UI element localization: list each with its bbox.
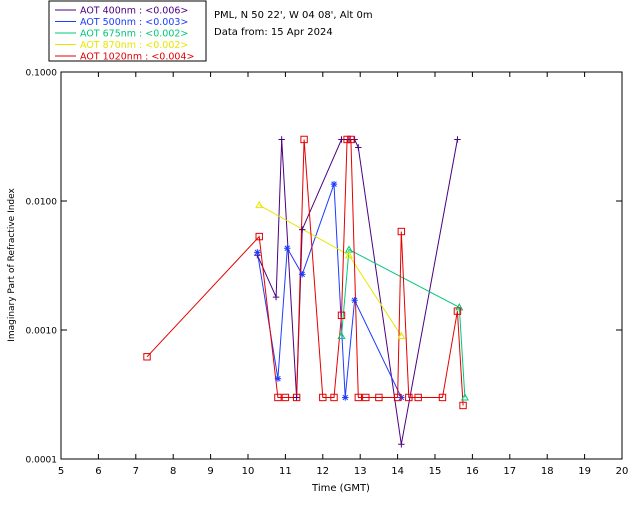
data-point-0: [398, 441, 405, 448]
data-point-4: [347, 135, 355, 144]
data-point-4: [405, 393, 413, 402]
x-tick-label: 6: [95, 466, 101, 477]
series-line-3: [258, 204, 402, 337]
x-tick-label: 7: [133, 466, 139, 477]
series-line-1: [256, 184, 402, 398]
y-tick-label: 0.1000: [26, 69, 58, 79]
data-point-4: [459, 401, 467, 410]
data-point-1: [299, 271, 306, 278]
x-axis: 5 6 7 8 9 10 11 12 13 14 15 16 17 18 19 20: [58, 72, 629, 477]
y-axis: 0.0001 0.0010 0.0100 0.1000: [26, 69, 622, 466]
x-tick-label: 19: [578, 466, 591, 477]
x-tick-label: 9: [207, 466, 213, 477]
data-point-4: [414, 393, 422, 402]
legend-box: [48, 0, 207, 62]
data-point-0: [278, 136, 285, 143]
data-point-1: [351, 297, 358, 304]
data-point-4: [438, 393, 447, 402]
data-point-4: [330, 393, 338, 402]
data-point-1: [284, 245, 291, 252]
data-point-3: [397, 331, 406, 339]
x-tick-label: 12: [316, 466, 329, 477]
data-point-4: [375, 393, 383, 402]
series-line-0: [256, 139, 458, 445]
legend-entry-0: AOT 400nm : <0.006>: [80, 6, 188, 17]
x-tick-label: 14: [391, 466, 404, 477]
legend-entry-2: AOT 675nm : <0.002>: [80, 29, 188, 40]
data-point-1: [342, 394, 349, 401]
plot-area-frame: [60, 71, 623, 460]
series-line-2: [341, 248, 466, 398]
data-point-2: [455, 303, 464, 311]
data-point-0: [345, 136, 353, 143]
data-point-0: [299, 226, 306, 233]
legend-entry-4: AOT 1020nm : <0.004>: [80, 52, 194, 63]
data-point-4: [292, 393, 301, 402]
x-tick-label: 20: [616, 466, 629, 477]
data-point-0: [272, 293, 280, 301]
data-point-4: [397, 227, 406, 236]
data-point-1: [398, 394, 405, 401]
x-tick-label: 10: [242, 466, 255, 477]
data-point-1: [254, 249, 261, 256]
data-point-4: [453, 307, 462, 315]
station-location-text: PML, N 50 22', W 04 08', Alt 0m: [214, 10, 373, 21]
data-point-1: [330, 180, 338, 188]
data-point-0: [454, 136, 461, 143]
x-tick-label: 8: [170, 466, 176, 477]
legend: AOT 400nm : <0.006>AOT 500nm : <0.003>AO…: [48, 0, 207, 63]
data-point-4: [362, 393, 370, 402]
data-point-3: [344, 250, 354, 259]
data-point-4: [143, 353, 151, 361]
x-tick-label: 5: [58, 466, 64, 477]
data-point-4: [337, 311, 346, 320]
data-point-3: [255, 200, 264, 209]
legend-entry-3: AOT 870nm : <0.002>: [80, 40, 188, 51]
series-lines: [146, 139, 466, 445]
data-point-2: [337, 331, 346, 339]
x-tick-label: 17: [503, 466, 516, 477]
data-point-4: [300, 135, 308, 144]
station-info: PML, N 50 22', W 04 08', Alt 0m Data fro…: [214, 10, 373, 38]
data-point-4: [281, 393, 290, 402]
data-point-4: [354, 393, 363, 402]
x-axis-label: Time (GMT): [311, 483, 370, 494]
x-tick-label: 15: [429, 466, 442, 477]
x-tick-label: 11: [279, 466, 292, 477]
y-axis-label: Imaginary Part of Refractive Index: [7, 187, 17, 341]
y-tick-label: 0.0100: [26, 198, 58, 208]
y-tick-label: 0.0001: [26, 456, 58, 466]
data-point-4: [393, 393, 402, 402]
legend-entry-1: AOT 500nm : <0.003>: [80, 17, 188, 28]
data-point-0: [293, 394, 300, 401]
x-tick-label: 18: [541, 466, 554, 477]
data-point-0: [351, 136, 358, 143]
data-point-4: [274, 393, 282, 402]
data-point-1: [274, 375, 282, 382]
series-markers: [143, 135, 469, 448]
data-point-4: [319, 393, 327, 402]
x-tick-label: 16: [466, 466, 479, 477]
data-point-4: [343, 135, 351, 144]
data-point-0: [355, 144, 362, 151]
data-point-4: [255, 232, 263, 241]
y-tick-label: 0.0010: [26, 327, 58, 337]
x-tick-label: 13: [354, 466, 367, 477]
data-date-text: Data from: 15 Apr 2024: [214, 27, 333, 38]
data-point-2: [460, 393, 469, 401]
